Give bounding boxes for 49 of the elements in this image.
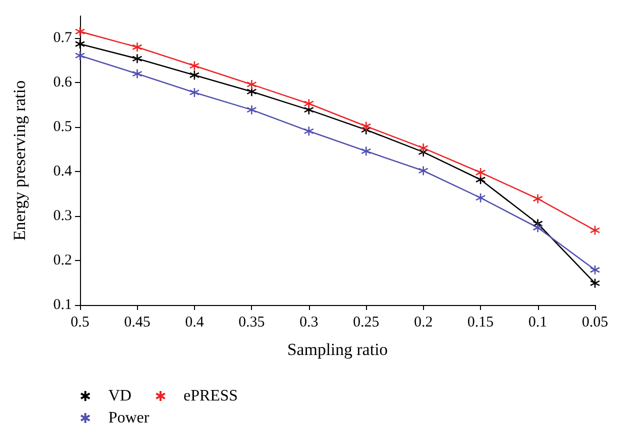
point [304, 104, 314, 115]
point [360, 146, 372, 156]
x-tick-label: 0.5 [70, 314, 90, 330]
legend-label: VD [108, 388, 132, 404]
x-tick-label: 0.2 [414, 314, 433, 330]
x-tick-label: 0.35 [238, 314, 265, 330]
x-tick-label: 0.15 [467, 314, 494, 330]
point [74, 26, 86, 37]
x-tick-label: 0.1 [528, 314, 548, 330]
y-tick-label: 0.6 [53, 74, 72, 91]
legend-label: Power [108, 410, 150, 426]
point [246, 104, 257, 115]
y-tick-label: 0.3 [53, 208, 72, 224]
y-tick-label: 0.4 [53, 164, 72, 180]
point [304, 126, 314, 136]
point [418, 166, 428, 176]
point [246, 86, 257, 97]
point [590, 264, 600, 276]
point [532, 222, 543, 233]
x-axis-title: Sampling ratio [287, 340, 388, 359]
point [189, 87, 200, 98]
point [418, 142, 428, 154]
y-tick-label: 0.2 [53, 252, 72, 269]
point [132, 42, 142, 52]
point [189, 60, 200, 71]
legend-label: ePRESS [184, 388, 238, 404]
point [132, 68, 142, 79]
point [590, 278, 600, 288]
y-tick-label: 0.1 [53, 297, 72, 313]
point [74, 38, 86, 50]
point [532, 194, 543, 204]
point [132, 54, 142, 64]
x-tick-label: 0.3 [300, 314, 318, 330]
point [189, 70, 200, 80]
x-tick-label: 0.25 [352, 314, 380, 330]
x-tick-label: 0.05 [582, 314, 608, 330]
point [360, 121, 372, 132]
x-tick-label: 0.45 [124, 314, 150, 330]
point [74, 50, 86, 61]
point [590, 225, 600, 236]
y-tick-label: 0.5 [53, 119, 72, 136]
y-tick-label: 0.7 [53, 30, 72, 46]
point [475, 192, 486, 203]
y-axis-title: Energy preserving ratio [10, 80, 29, 241]
x-tick-label: 0.4 [185, 314, 204, 330]
point [246, 79, 257, 90]
point [475, 174, 486, 185]
point [475, 167, 486, 178]
point [304, 98, 314, 109]
